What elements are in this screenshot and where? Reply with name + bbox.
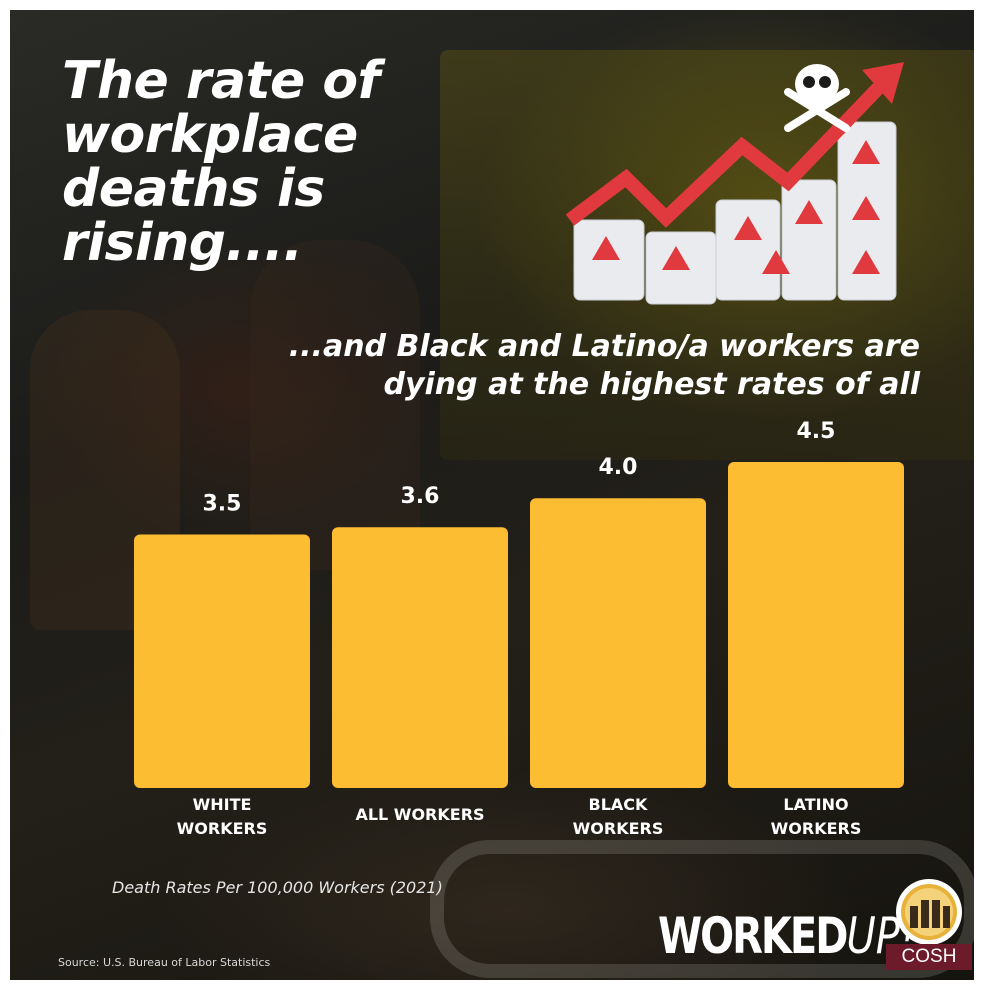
bar-chart: 3.5 WHITE WORKERS 3.6 ALL WORKERS 4.0 BLACK WOR…: [134, 419, 904, 838]
worked-up-logo: WORKEDUP!: [658, 908, 916, 966]
category-label: BLACK WORKERS: [573, 795, 664, 838]
bar-value-label: 4.5: [797, 419, 836, 444]
source-note: Source: U.S. Bureau of Labor Statistics: [58, 956, 271, 969]
category-label: WHITE WORKERS: [177, 795, 268, 838]
warning-document-icon: [573, 121, 897, 305]
skull-crossbones-icon: [784, 64, 850, 132]
cosh-badge: COSH: [886, 876, 972, 972]
bar-3: [728, 462, 904, 788]
category-label: ALL WORKERS: [355, 805, 484, 824]
bar-value-label: 3.6: [401, 484, 440, 509]
rising-deaths-illustration: [566, 62, 904, 305]
cosh-label: COSH: [886, 944, 972, 970]
bar-2: [530, 498, 706, 788]
rising-arrow-icon: [566, 75, 892, 228]
infographic-card: The rate of workplace deaths is rising..…: [10, 10, 974, 980]
bar-value-label: 3.5: [203, 491, 242, 516]
bar-1: [332, 527, 508, 788]
headline: The rate of workplace deaths is rising..…: [62, 51, 380, 273]
arrow-head-icon: [862, 62, 904, 104]
background-figure-shape: [250, 240, 420, 570]
chart-caption: Death Rates Per 100,000 Workers (2021): [112, 878, 443, 897]
category-label: LATINO WORKERS: [771, 795, 862, 838]
brand-main: WORKED: [658, 908, 848, 966]
cosh-seal-icon: [896, 879, 962, 945]
bar-value-label: 4.0: [599, 455, 638, 480]
subheadline: ...and Black and Latino/a workers are dy…: [288, 329, 920, 402]
bar-0: [134, 534, 310, 788]
